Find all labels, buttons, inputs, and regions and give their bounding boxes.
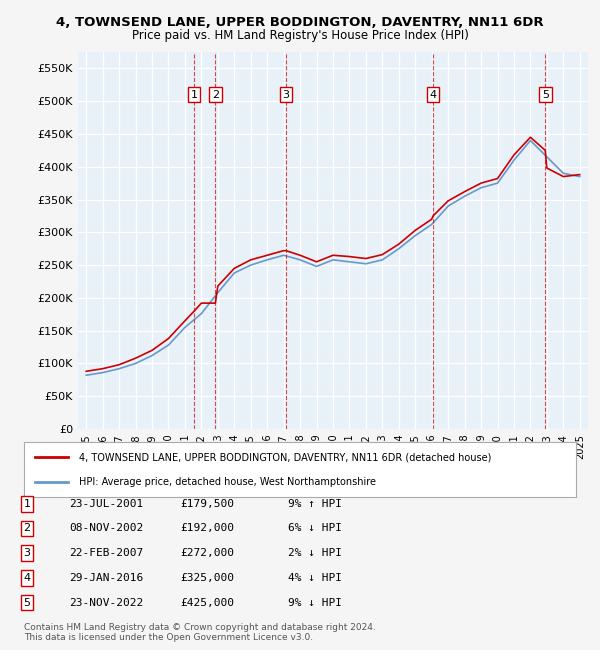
Text: £272,000: £272,000	[180, 548, 234, 558]
Text: 4: 4	[23, 573, 31, 583]
Text: 22-FEB-2007: 22-FEB-2007	[69, 548, 143, 558]
Text: 3: 3	[283, 90, 289, 99]
Text: 5: 5	[542, 90, 549, 99]
Text: £179,500: £179,500	[180, 499, 234, 509]
Text: 1: 1	[190, 90, 197, 99]
Text: 2: 2	[23, 523, 31, 534]
Text: £325,000: £325,000	[180, 573, 234, 583]
Text: 4, TOWNSEND LANE, UPPER BODDINGTON, DAVENTRY, NN11 6DR: 4, TOWNSEND LANE, UPPER BODDINGTON, DAVE…	[56, 16, 544, 29]
Text: Contains HM Land Registry data © Crown copyright and database right 2024.
This d: Contains HM Land Registry data © Crown c…	[24, 623, 376, 642]
Text: 6% ↓ HPI: 6% ↓ HPI	[288, 523, 342, 534]
Text: £425,000: £425,000	[180, 597, 234, 608]
Text: £192,000: £192,000	[180, 523, 234, 534]
Text: 5: 5	[23, 597, 31, 608]
Text: 08-NOV-2002: 08-NOV-2002	[69, 523, 143, 534]
Text: 9% ↓ HPI: 9% ↓ HPI	[288, 597, 342, 608]
Text: 23-NOV-2022: 23-NOV-2022	[69, 597, 143, 608]
Text: 4% ↓ HPI: 4% ↓ HPI	[288, 573, 342, 583]
Text: Price paid vs. HM Land Registry's House Price Index (HPI): Price paid vs. HM Land Registry's House …	[131, 29, 469, 42]
Text: 1: 1	[23, 499, 31, 509]
Text: HPI: Average price, detached house, West Northamptonshire: HPI: Average price, detached house, West…	[79, 477, 376, 487]
Text: 2: 2	[212, 90, 219, 99]
Text: 23-JUL-2001: 23-JUL-2001	[69, 499, 143, 509]
Text: 4, TOWNSEND LANE, UPPER BODDINGTON, DAVENTRY, NN11 6DR (detached house): 4, TOWNSEND LANE, UPPER BODDINGTON, DAVE…	[79, 452, 491, 462]
Text: 9% ↑ HPI: 9% ↑ HPI	[288, 499, 342, 509]
Text: 4: 4	[430, 90, 437, 99]
Text: 2% ↓ HPI: 2% ↓ HPI	[288, 548, 342, 558]
Text: 29-JAN-2016: 29-JAN-2016	[69, 573, 143, 583]
Text: 3: 3	[23, 548, 31, 558]
